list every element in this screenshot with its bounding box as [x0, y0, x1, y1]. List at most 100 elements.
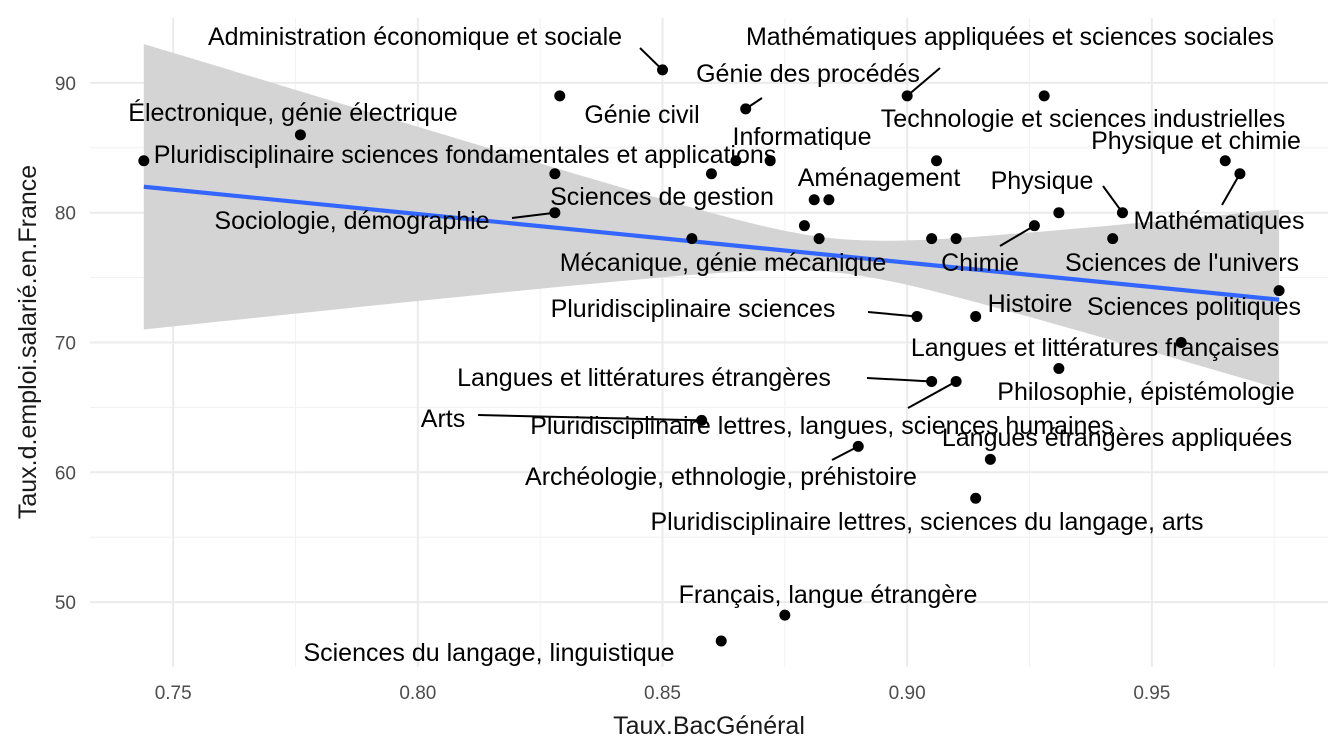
point-label: Sociologie, démographie [214, 207, 489, 235]
x-axis-title: Taux.BacGénéral [613, 712, 805, 740]
data-point [1273, 285, 1285, 297]
x-tick-label: 0.95 [1133, 683, 1170, 704]
point-label: Sciences de l'univers [1065, 249, 1299, 277]
data-point [926, 375, 938, 387]
data-point [813, 233, 825, 245]
data-point [1038, 90, 1050, 102]
data-points [138, 64, 1285, 647]
point-label: Mathématiques [1134, 207, 1305, 235]
data-point [950, 375, 962, 387]
x-axis-ticks: 0.75 0.80 0.85 0.90 0.95 [155, 683, 1171, 704]
data-point [970, 492, 982, 504]
data-point [970, 311, 982, 323]
label-leader-line [1221, 173, 1241, 206]
point-label: Langues et littératures françaises [911, 334, 1279, 362]
confidence-band-area [143, 44, 1280, 389]
data-point [779, 609, 791, 621]
point-label: Sciences politiques [1087, 293, 1301, 321]
data-point [798, 220, 810, 232]
y-tick-label: 60 [55, 463, 76, 484]
point-label: Génie des procédés [696, 60, 920, 88]
data-point [696, 414, 708, 426]
point-label: Chimie [941, 249, 1019, 277]
data-point [1053, 207, 1065, 219]
label-leader-line [867, 311, 918, 318]
data-point [1175, 337, 1187, 348]
point-labels: Pluridisciplinaire sciences fondamentale… [128, 23, 1304, 667]
label-leader-line [907, 380, 957, 409]
point-label: Pluridisciplinaire lettres, sciences du … [650, 508, 1203, 536]
label-leader-line [477, 414, 702, 422]
data-point [138, 155, 150, 167]
data-point [740, 103, 752, 115]
x-tick-label: 0.75 [155, 683, 192, 704]
point-label: Pluridisciplinaire sciences [551, 295, 836, 323]
point-label: Sciences de gestion [550, 183, 774, 211]
label-leader-line [1102, 185, 1124, 214]
data-point [657, 64, 669, 76]
regression-line-layer [143, 184, 1280, 302]
x-tick-label: 0.85 [644, 683, 681, 704]
point-label: Physique [991, 167, 1094, 195]
x-tick-label: 0.90 [889, 683, 926, 704]
confidence-band [143, 44, 1280, 389]
label-leader-lines [477, 47, 1241, 461]
data-point [686, 233, 698, 245]
regression-line [143, 184, 1280, 302]
point-label: Technologie et sciences industrielles [881, 105, 1285, 133]
point-label: Archéologie, ethnologie, préhistoire [525, 463, 917, 491]
point-label: Arts [421, 405, 465, 433]
data-point [984, 453, 996, 465]
point-label: Pluridisciplinaire lettres, langues, sci… [530, 412, 1114, 440]
data-point [1234, 168, 1246, 180]
point-label: Philosophie, épistémologie [997, 378, 1294, 406]
data-point [1053, 362, 1065, 374]
data-point [549, 168, 561, 180]
label-leader-line [866, 377, 932, 383]
y-tick-label: 90 [55, 74, 76, 95]
data-point [730, 155, 742, 167]
data-point [554, 90, 566, 102]
y-tick-label: 80 [55, 204, 76, 225]
data-point [764, 155, 776, 167]
point-label: Langues étrangères appliquées [942, 424, 1292, 452]
data-point [931, 155, 943, 167]
data-point [950, 233, 962, 245]
point-label: Pluridisciplinaire sciences fondamentale… [154, 141, 777, 169]
point-label: Génie civil [584, 101, 699, 129]
data-point [294, 129, 306, 141]
label-leader-line [511, 211, 555, 219]
data-point [901, 90, 913, 102]
point-label: Informatique [733, 123, 872, 151]
point-label: Langues et littératures étrangères [457, 364, 831, 392]
point-label: Administration économique et sociale [208, 23, 622, 51]
point-label: Histoire [988, 290, 1073, 318]
y-tick-label: 70 [55, 334, 76, 355]
point-label: Mathématiques appliquées et sciences soc… [746, 23, 1274, 51]
data-point [911, 311, 923, 323]
label-leader-line [906, 67, 941, 97]
point-label: Aménagement [798, 164, 961, 192]
point-label: Français, langue étrangère [679, 581, 978, 609]
data-point [1028, 220, 1040, 232]
y-tick-label: 50 [55, 593, 76, 614]
data-point [808, 194, 820, 206]
y-axis-title: Taux.d.emploi.salarié.en.France [14, 165, 42, 519]
point-label: Physique et chimie [1091, 127, 1301, 155]
x-tick-label: 0.80 [399, 683, 436, 704]
data-point [1116, 207, 1128, 219]
data-point [705, 168, 717, 180]
data-point [823, 194, 835, 206]
label-leader-line [999, 224, 1035, 247]
data-point [852, 440, 864, 452]
data-point [549, 207, 561, 219]
data-point [1219, 155, 1231, 167]
point-label: Sciences du langage, linguistique [303, 639, 674, 667]
point-label: Mécanique, génie mécanique [560, 249, 887, 277]
y-axis-ticks: 50 60 70 80 90 [55, 74, 76, 614]
data-point [715, 635, 727, 647]
point-label: Électronique, génie électrique [128, 98, 457, 127]
data-point [1107, 233, 1119, 245]
data-point [926, 233, 938, 245]
